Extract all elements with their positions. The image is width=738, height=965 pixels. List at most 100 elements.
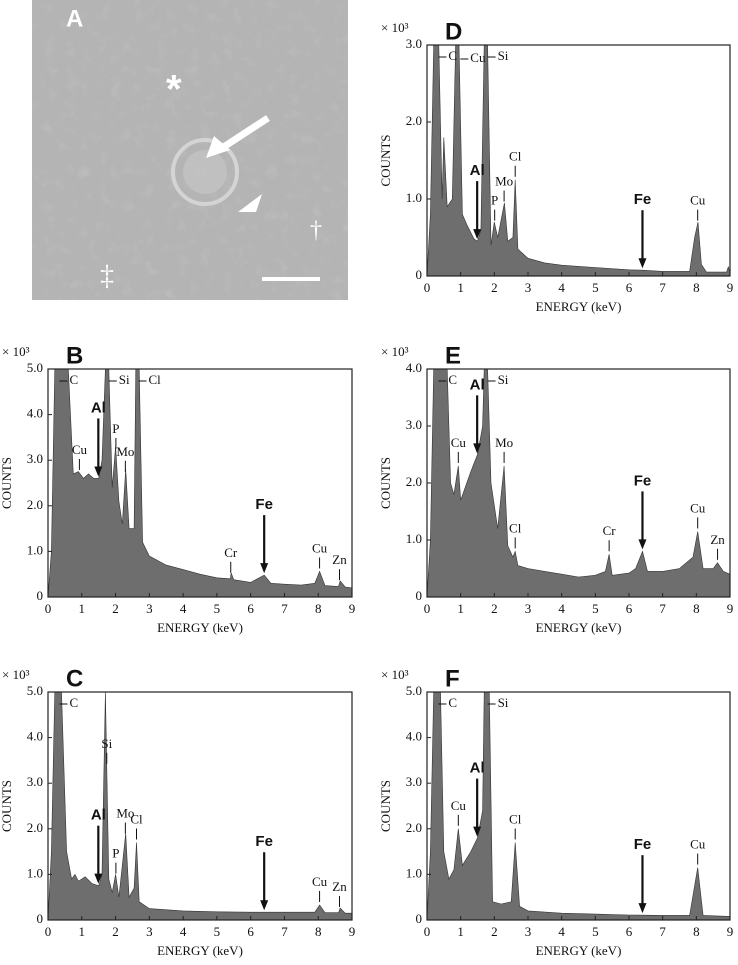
arrow-head xyxy=(473,229,482,240)
annotation-label: Cu xyxy=(451,435,467,450)
x-tick-label: 1 xyxy=(457,601,464,616)
y-tick-label: 4.0 xyxy=(406,729,422,744)
x-tick-label: 8 xyxy=(693,280,700,295)
annotation-label: Cu xyxy=(690,193,706,208)
panel-label: E xyxy=(445,342,461,369)
y-tick-label: 2.0 xyxy=(27,820,43,835)
y-tick-label: 2.0 xyxy=(27,497,43,512)
annotation-label: Fe xyxy=(634,191,652,208)
x-tick-label: 8 xyxy=(315,601,322,616)
x-tick-label: 7 xyxy=(281,601,288,616)
x-tick-label: 2 xyxy=(491,601,498,616)
y-tick-label: 2.0 xyxy=(406,474,422,489)
x-tick-label: 5 xyxy=(592,601,599,616)
x-tick-label: 6 xyxy=(626,280,633,295)
x-tick-label: 6 xyxy=(247,601,254,616)
y-tick-label: 5.0 xyxy=(406,683,422,698)
annotation-label: Si xyxy=(498,695,509,710)
y-tick-label: 3.0 xyxy=(406,36,422,51)
y-tick-label: 0 xyxy=(37,588,44,603)
arrow-head xyxy=(638,539,647,550)
x-tick-label: 0 xyxy=(424,924,431,939)
spectrum xyxy=(427,45,730,276)
y-tick-label: 4.0 xyxy=(27,406,43,421)
annotation-label: P xyxy=(112,846,119,861)
y-multiplier: × 10³ xyxy=(2,344,30,359)
spectrum-panel: 0 1.0 2.0 3.0 4.0 5.0 0 1 2 3 4 5 6 7 8 9 ENERGY (keV) CO… xyxy=(378,665,733,958)
plot-frame xyxy=(426,691,731,921)
annotation-label: Mo xyxy=(116,806,134,821)
arrow-head xyxy=(473,826,482,837)
panel-label: A xyxy=(66,5,83,32)
annotation-label: Fe xyxy=(255,833,273,850)
annotation-label: Cl xyxy=(130,811,143,826)
arrow-head xyxy=(638,903,647,914)
x-tick-label: 2 xyxy=(491,280,498,295)
y-tick-label: 1.0 xyxy=(406,190,422,205)
annotation-label: Cu xyxy=(72,442,88,457)
arrow-head xyxy=(260,563,269,574)
x-tick-label: 0 xyxy=(45,924,52,939)
x-tick-label: 6 xyxy=(626,601,633,616)
y-tick-label: 0 xyxy=(416,267,423,282)
x-tick-label: 3 xyxy=(525,280,532,295)
panel-label: B xyxy=(66,342,83,369)
spectrum xyxy=(48,692,352,920)
annotation-label: C xyxy=(69,372,78,387)
annotation-label: Si xyxy=(101,736,112,751)
image-mark: * xyxy=(166,68,182,112)
y-tick-label: 3.0 xyxy=(27,774,43,789)
x-tick-label: 1 xyxy=(79,601,86,616)
y-axis-label: COUNTS xyxy=(378,457,393,509)
x-tick-label: 9 xyxy=(727,924,734,939)
y-multiplier: × 10³ xyxy=(381,667,409,682)
arrow-head xyxy=(94,466,103,477)
annotation-label: Al xyxy=(91,399,106,416)
y-axis-label: COUNTS xyxy=(0,457,14,509)
annotation-label: Fe xyxy=(255,496,273,513)
annotation-label: Al xyxy=(470,376,485,393)
plot-frame xyxy=(47,691,353,921)
x-tick-label: 1 xyxy=(457,924,464,939)
x-tick-label: 0 xyxy=(45,601,52,616)
y-multiplier: × 10³ xyxy=(2,667,30,682)
y-tick-label: 1.0 xyxy=(27,542,43,557)
annotation-label: Zn xyxy=(710,532,725,547)
x-tick-label: 1 xyxy=(457,280,464,295)
annotation-label: Cu xyxy=(312,874,328,889)
x-tick-label: 3 xyxy=(525,924,532,939)
annotation-label: Al xyxy=(470,760,485,777)
y-tick-label: 0 xyxy=(416,911,423,926)
x-tick-label: 3 xyxy=(146,601,153,616)
x-tick-label: 4 xyxy=(558,601,565,616)
annotation-label: Cr xyxy=(224,545,238,560)
annotation-label: Si xyxy=(119,372,130,387)
annotation-label: Cl xyxy=(509,811,522,826)
panel-label: D xyxy=(445,18,462,45)
y-tick-label: 3.0 xyxy=(27,451,43,466)
x-tick-label: 2 xyxy=(112,924,119,939)
annotation-label: Al xyxy=(91,807,106,824)
x-tick-label: 3 xyxy=(525,601,532,616)
annotation-label: C xyxy=(69,695,78,710)
y-tick-label: 0 xyxy=(37,911,44,926)
spectrum-panel: 0 1.0 2.0 3.0 4.0 0 1 2 3 4 5 6 7 8 9 ENERGY (keV) COUNT… xyxy=(378,342,733,635)
y-multiplier: × 10³ xyxy=(381,344,409,359)
image-mark: ‡ xyxy=(100,260,114,291)
y-tick-label: 1.0 xyxy=(27,865,43,880)
annotation-label: C xyxy=(448,372,457,387)
x-tick-label: 0 xyxy=(424,601,431,616)
x-axis-label: ENERGY (keV) xyxy=(536,943,622,958)
annotation-label: Cr xyxy=(603,523,617,538)
x-tick-label: 8 xyxy=(315,924,322,939)
y-tick-label: 1.0 xyxy=(406,531,422,546)
annotation-label: Zn xyxy=(332,552,347,567)
arrow-head xyxy=(94,873,103,884)
x-tick-label: 1 xyxy=(79,924,86,939)
y-tick-label: 2.0 xyxy=(406,113,422,128)
spectrum-panel: 0 1.0 2.0 3.0 4.0 5.0 0 1 2 3 4 5 6 7 8 9 ENERGY (keV) CO… xyxy=(0,665,355,958)
x-tick-label: 8 xyxy=(693,924,700,939)
y-axis-label: COUNTS xyxy=(378,134,393,186)
annotation-label: C xyxy=(448,48,457,63)
